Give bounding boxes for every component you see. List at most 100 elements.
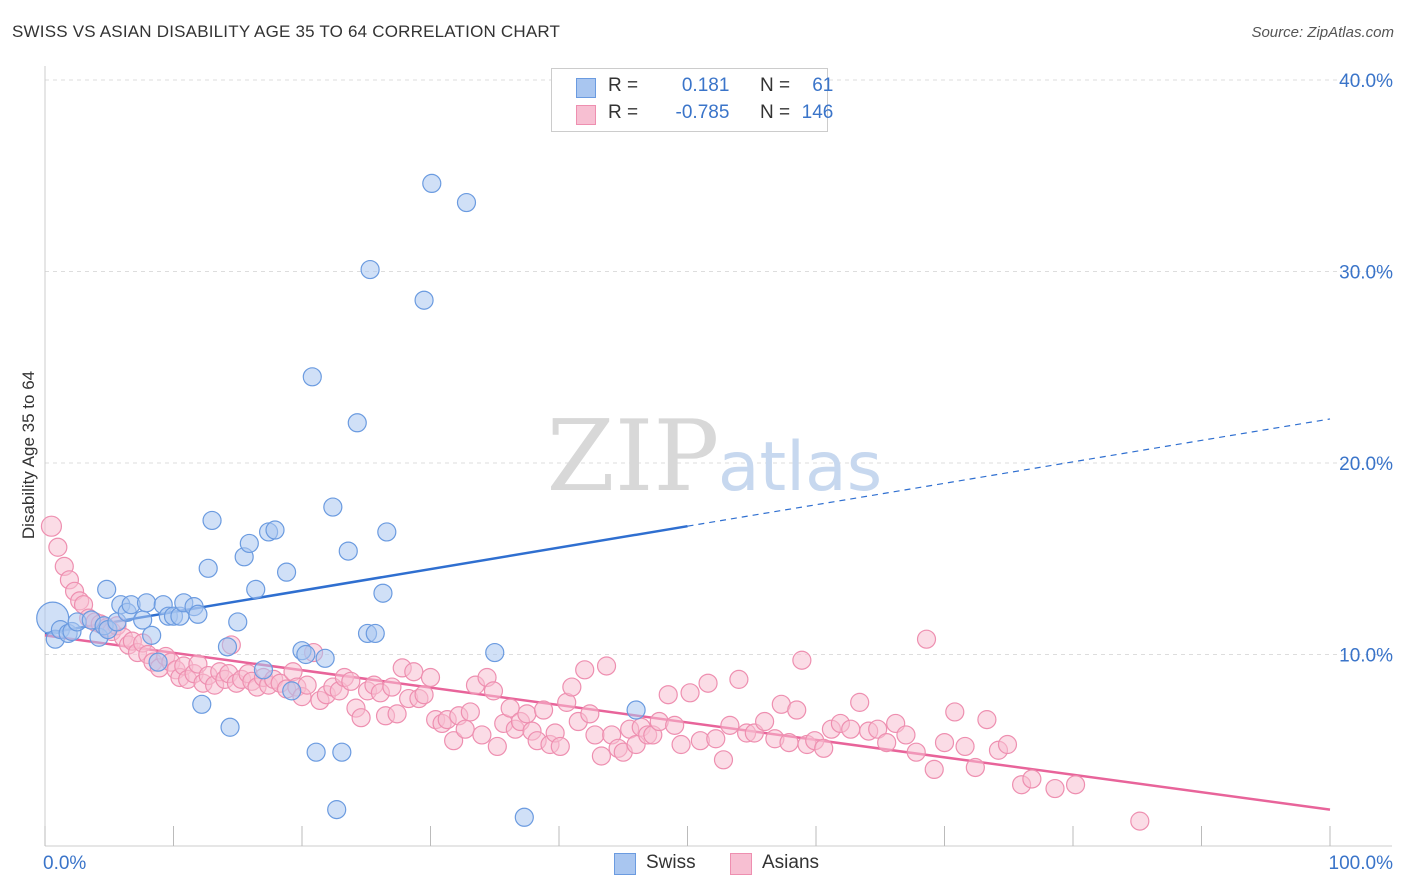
swiss-legend-label: Swiss — [646, 852, 696, 873]
x-tick-label-min: 0.0% — [43, 853, 86, 874]
asian-r-value: -0.785 — [675, 102, 730, 123]
asian-point — [787, 700, 807, 720]
asian-point — [550, 736, 570, 757]
asian-point — [997, 734, 1018, 755]
asian-point — [896, 725, 916, 745]
swiss-point — [422, 173, 442, 194]
watermark-zip: ZIP — [547, 400, 720, 514]
asian-point — [48, 537, 68, 557]
asian-point — [575, 660, 595, 680]
swiss-point — [306, 742, 326, 762]
asian-point — [341, 671, 361, 691]
asian-point — [1065, 775, 1086, 795]
asian-point — [562, 677, 582, 697]
asian-point — [414, 685, 434, 705]
swiss-point — [217, 637, 238, 657]
x-tick-label-max: 100.0% — [1329, 853, 1394, 874]
asian-point — [1022, 769, 1042, 789]
swiss-point — [296, 644, 316, 665]
y-axis-label: Disability Age 35 to 64 — [19, 371, 38, 539]
asian-point — [533, 700, 554, 720]
asian-point — [500, 698, 520, 718]
y-tick-label: 30.0% — [1339, 263, 1393, 284]
asian-point — [1130, 811, 1150, 831]
y-tick-label: 40.0% — [1339, 71, 1393, 92]
asian-point — [591, 746, 612, 766]
swiss-point — [276, 562, 297, 582]
swiss-point — [514, 807, 534, 827]
swiss-point — [347, 413, 367, 433]
swiss-trend-line — [44, 524, 688, 635]
swiss-points — [36, 173, 646, 827]
asian-point — [40, 515, 63, 537]
asian-point — [965, 757, 985, 778]
asian-point — [916, 629, 937, 649]
asian-point — [924, 759, 944, 780]
y-tick-label: 20.0% — [1339, 454, 1393, 475]
source-label: Source: ZipAtlas.com — [1251, 24, 1394, 41]
asian-n-label: N = — [759, 102, 791, 123]
swiss-point — [142, 625, 162, 645]
asian-point — [754, 711, 775, 732]
asian-point — [814, 738, 834, 758]
swiss-point — [626, 700, 646, 720]
asian-point — [351, 708, 371, 728]
correlation-legend: R = 0.181 N = 61 R = -0.785 N = 146 — [551, 68, 833, 132]
asian-point — [387, 704, 407, 724]
asian-point — [720, 715, 740, 735]
swiss-legend-swatch — [614, 853, 636, 875]
asian-point — [977, 710, 997, 730]
swiss-point — [282, 681, 302, 701]
swiss-point — [239, 533, 259, 554]
swiss-point — [198, 558, 218, 578]
swiss-r-label: R = — [608, 75, 639, 96]
asian-point — [585, 725, 605, 745]
asian-point — [460, 702, 480, 722]
asian-point — [472, 725, 492, 745]
swiss-point — [246, 579, 266, 599]
asian-point — [596, 656, 617, 676]
asian-point — [444, 731, 464, 751]
asian-point — [698, 673, 718, 693]
asian-point — [665, 715, 685, 735]
gridlines — [45, 79, 1392, 655]
asian-point — [420, 667, 441, 688]
swiss-point — [302, 367, 322, 387]
chart-title: SWISS VS ASIAN DISABILITY AGE 35 TO 64 C… — [12, 22, 561, 41]
swiss-point — [188, 604, 208, 624]
watermark-atlas: atlas — [718, 428, 882, 507]
swiss-point — [360, 259, 380, 280]
swiss-point — [148, 652, 168, 672]
swiss-point — [265, 520, 285, 540]
swiss-n-value: 61 — [812, 75, 834, 96]
swiss-point — [365, 623, 385, 644]
swiss-point — [323, 497, 343, 517]
asian-point — [729, 669, 749, 689]
swiss-r-value: 0.181 — [681, 75, 730, 96]
asian-point — [850, 692, 870, 712]
axes — [44, 66, 1392, 847]
swiss-point — [456, 192, 477, 213]
swiss-n-label: N = — [759, 75, 791, 96]
asian-point — [517, 704, 537, 724]
asian-point — [877, 732, 897, 753]
asian-point — [841, 719, 861, 739]
asian-point — [404, 662, 424, 682]
swiss-point — [338, 541, 358, 561]
asian-point — [713, 750, 734, 770]
zipatlas-watermark: ZIP atlas — [547, 400, 883, 514]
asian-point — [868, 719, 888, 739]
swiss-point — [253, 660, 274, 680]
swiss-point — [315, 648, 335, 668]
asian-point — [955, 736, 975, 757]
asian-point — [680, 683, 700, 703]
swiss-point — [327, 800, 347, 820]
swiss-point — [377, 522, 397, 542]
swiss-point — [228, 612, 248, 632]
swiss-swatch — [576, 78, 596, 98]
asian-legend-swatch — [730, 853, 752, 875]
asian-point — [658, 685, 678, 705]
asian-legend-label: Asians — [762, 852, 820, 873]
swiss-trend-extension — [687, 418, 1331, 527]
swiss-point — [136, 593, 157, 613]
